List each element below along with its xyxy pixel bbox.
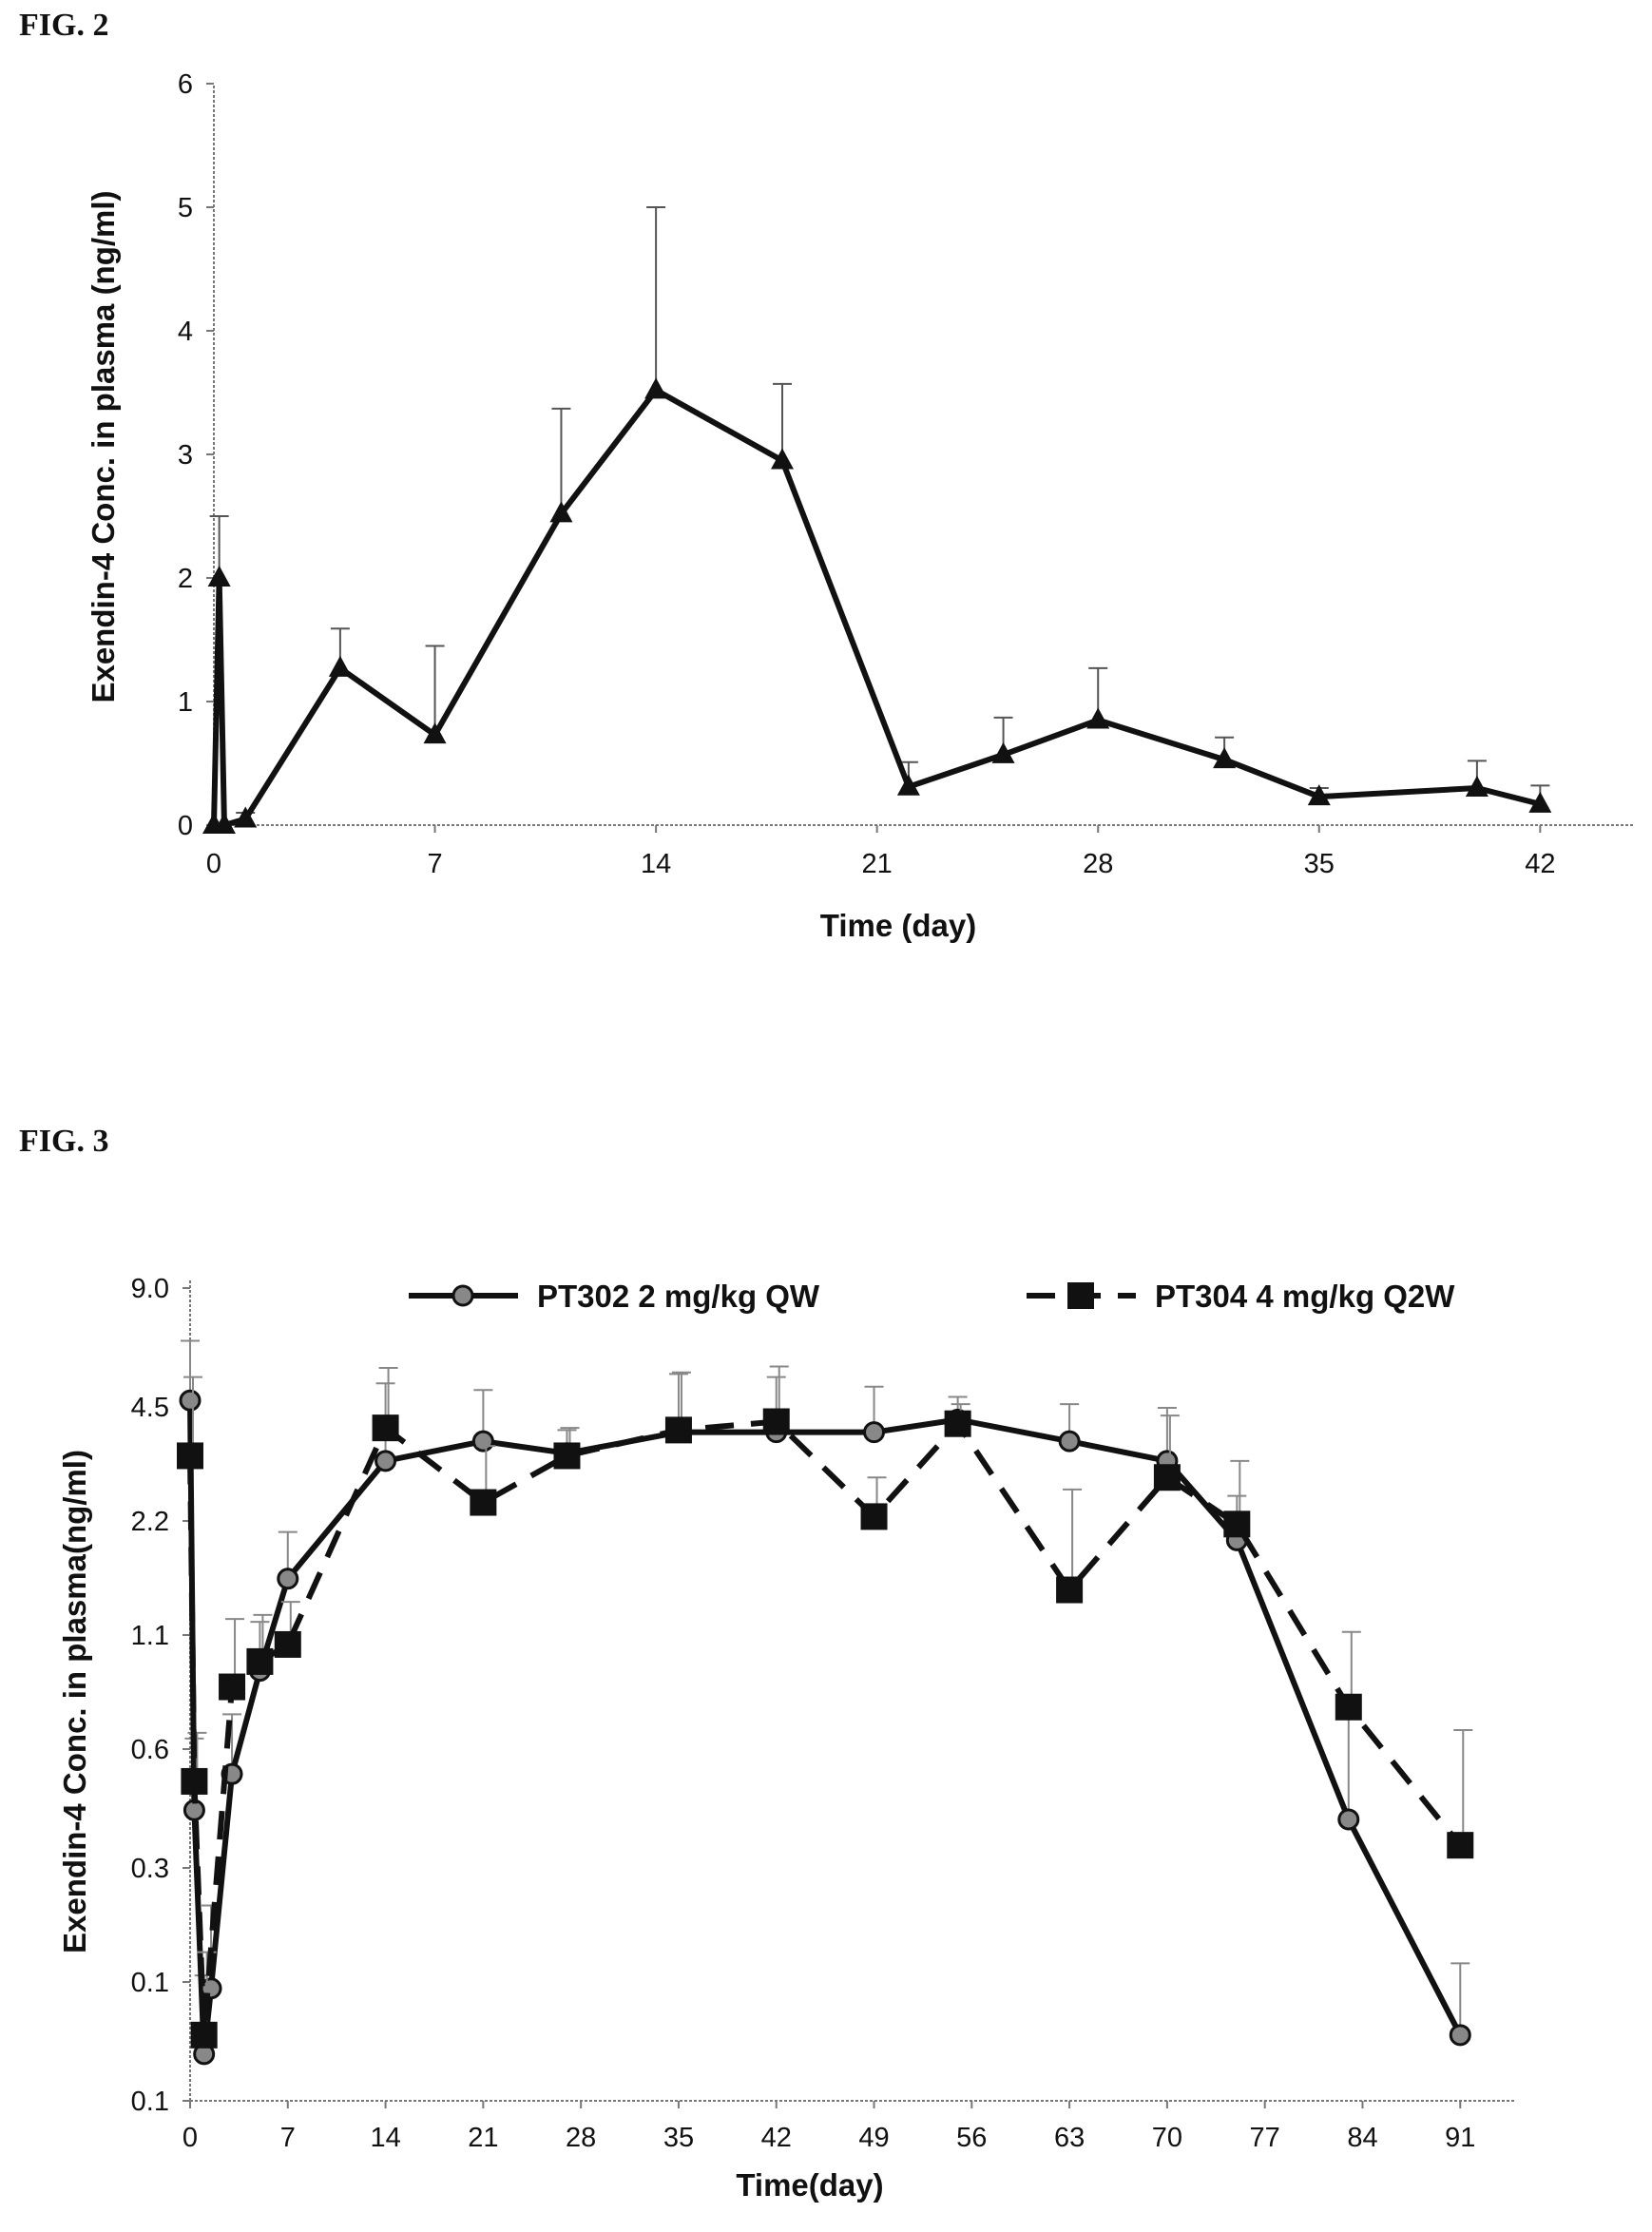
- data-point-triangle: [1086, 707, 1110, 729]
- data-point-triangle: [328, 655, 352, 677]
- data-point-triangle: [423, 722, 447, 744]
- y-tick-label: 0.1: [131, 1968, 169, 1998]
- x-tick-label: 91: [1445, 2123, 1475, 2153]
- y-tick-label: 2.2: [131, 1507, 169, 1537]
- x-tick-label: 14: [370, 2123, 400, 2153]
- x-tick-label: 42: [761, 2123, 792, 2153]
- data-point-diamond: [471, 1430, 494, 1453]
- y-axis-title: Exendin-4 Conc. in plasma(ng/ml): [57, 1450, 92, 1953]
- data-point-diamond: [1337, 1808, 1360, 1831]
- y-tick-label: 6: [178, 69, 193, 100]
- data-point-square: [664, 1416, 692, 1444]
- y-tick-label: 3: [178, 440, 193, 471]
- y-tick-label: 2: [178, 564, 193, 594]
- data-point-square: [762, 1408, 790, 1435]
- data-point-diamond: [863, 1421, 886, 1444]
- x-tick-label: 21: [468, 2123, 498, 2153]
- data-point-square: [372, 1414, 399, 1442]
- x-tick-label: 7: [280, 2123, 296, 2153]
- x-axis-title: Time(day): [736, 2167, 883, 2203]
- x-tick-label: 70: [1152, 2123, 1182, 2153]
- data-point-triangle: [234, 806, 258, 828]
- data-point-square: [274, 1630, 301, 1658]
- data-point-square: [553, 1442, 581, 1470]
- y-tick-label: 0.6: [131, 1735, 169, 1765]
- data-point-triangle: [644, 377, 668, 399]
- legend-label: PT302 2 mg/kg QW: [537, 1279, 820, 1314]
- x-tick-label: 28: [1083, 849, 1113, 879]
- y-tick-label: 0: [178, 811, 193, 841]
- y-axis-title: Exendin-4 Conc. in plasma (ng/ml): [86, 190, 121, 702]
- x-tick-label: 49: [858, 2123, 889, 2153]
- data-point-square: [190, 2021, 218, 2049]
- x-axis-title: Time (day): [820, 908, 976, 943]
- x-tick-label: 42: [1525, 849, 1555, 879]
- x-tick-label: 21: [862, 849, 893, 879]
- series-line: [211, 387, 1542, 828]
- data-point-triangle: [1528, 791, 1552, 813]
- y-tick-label: 4: [178, 317, 193, 347]
- x-tick-label: 56: [956, 2123, 987, 2153]
- data-point-square: [860, 1503, 888, 1530]
- data-point-square: [1067, 1282, 1094, 1309]
- data-point-square: [177, 1442, 203, 1470]
- legend-label: PT304 4 mg/kg Q2W: [1155, 1279, 1455, 1314]
- y-tick-label: 5: [178, 193, 193, 223]
- x-tick-label: 0: [182, 2123, 198, 2153]
- x-tick-label: 0: [206, 849, 221, 879]
- y-tick-label: 0.3: [131, 1854, 169, 1884]
- data-point-square: [944, 1410, 971, 1437]
- y-tick-label: 1.1: [131, 1621, 169, 1651]
- y-tick-label: 9.0: [131, 1274, 169, 1304]
- data-point-diamond: [1058, 1430, 1081, 1453]
- data-point-triangle: [549, 501, 573, 523]
- data-point-triangle: [896, 774, 920, 796]
- data-point-diamond: [375, 1450, 397, 1472]
- data-point-triangle: [991, 741, 1015, 763]
- data-point-triangle: [1213, 747, 1237, 769]
- data-point-square: [246, 1647, 274, 1675]
- data-point-triangle: [207, 566, 231, 587]
- figure-2-label: FIG. 2: [19, 8, 109, 43]
- data-point-diamond: [1449, 2024, 1471, 2047]
- y-tick-label: 4.5: [131, 1393, 169, 1423]
- x-tick-label: 63: [1054, 2123, 1085, 2153]
- y-tick-label: 0.1: [131, 2087, 169, 2117]
- data-point-square: [219, 1673, 246, 1701]
- figure-3-label: FIG. 3: [19, 1124, 109, 1159]
- data-point-square: [1056, 1576, 1084, 1604]
- series-line: [187, 1418, 1463, 2038]
- data-point-square: [1447, 1832, 1474, 1859]
- data-point-diamond: [451, 1284, 474, 1307]
- x-tick-label: 14: [641, 849, 671, 879]
- data-point-square: [1153, 1464, 1181, 1491]
- x-tick-label: 35: [663, 2123, 694, 2153]
- series-line: [187, 1400, 1463, 2057]
- x-tick-label: 28: [566, 2123, 596, 2153]
- x-tick-label: 84: [1347, 2123, 1377, 2153]
- x-tick-label: 7: [427, 849, 442, 879]
- data-point-square: [1223, 1510, 1251, 1538]
- data-point-square: [181, 1767, 208, 1795]
- data-point-square: [1335, 1693, 1362, 1721]
- data-point-triangle: [771, 448, 794, 470]
- data-point-diamond: [277, 1568, 299, 1590]
- x-tick-label: 35: [1304, 849, 1335, 879]
- x-tick-label: 77: [1250, 2123, 1280, 2153]
- chart-fig2: 0 1 2 3 4 5 6 0 7 14 21 28 35 42 Time (day) Exendin-4 C…: [86, 69, 1635, 943]
- data-point-triangle: [1307, 784, 1331, 806]
- data-point-diamond: [179, 1389, 202, 1412]
- data-point-square: [470, 1489, 497, 1516]
- data-point-triangle: [212, 813, 236, 834]
- y-tick-label: 1: [178, 687, 193, 718]
- data-point-triangle: [1465, 776, 1489, 797]
